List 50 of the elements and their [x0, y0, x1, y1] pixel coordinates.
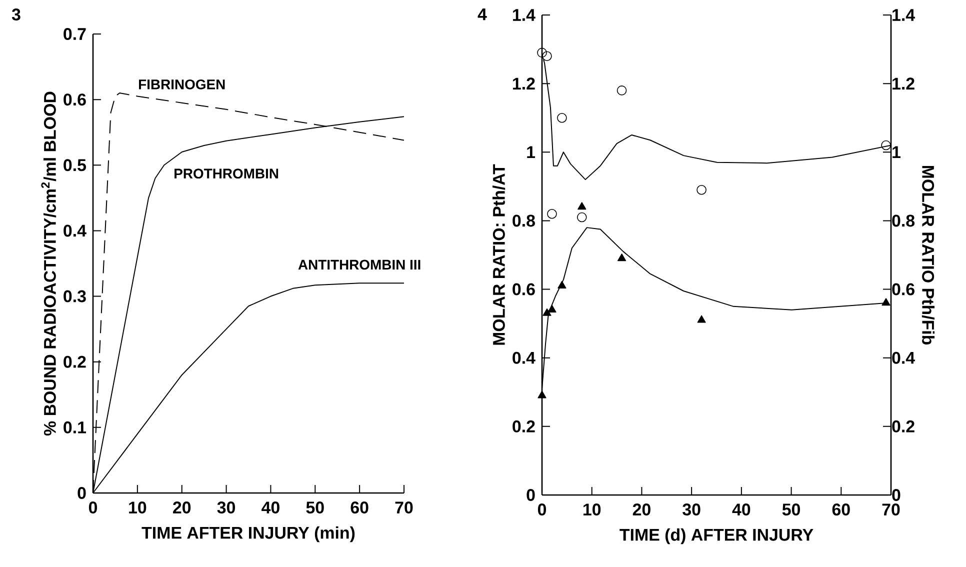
y2-tick-label: 0: [892, 489, 900, 501]
series-label: ANTITHROMBIN III: [298, 260, 420, 270]
y-tick-label: 0.4: [64, 224, 86, 237]
y-tick-label: 0.6: [64, 94, 86, 106]
y-axis-title: MOLAR RATIO: Pth/AT: [492, 164, 506, 345]
series-label: PROTHROMBIN: [174, 168, 278, 179]
y2-tick-label: 0.4: [892, 352, 915, 364]
y2-tick-label: 1.4: [892, 9, 915, 21]
y-tick-label: 0: [78, 487, 86, 499]
x-tick-label: 50: [306, 502, 324, 514]
x-tick-label: 40: [262, 502, 280, 514]
y-tick-label: 0.5: [64, 159, 86, 172]
x-tick-label: 40: [732, 504, 750, 516]
y-tick-label: 0.2: [512, 420, 535, 432]
x-tick-label: 0: [538, 504, 546, 516]
x-tick-label: 60: [832, 504, 850, 516]
y2-axis-title: MOLAR RATIO Pth/Fib: [922, 166, 935, 344]
x-tick-label: 20: [632, 504, 650, 516]
y-tick-label: 0.2: [64, 356, 86, 368]
x-tick-label: 20: [173, 502, 191, 514]
y2-tick-label: 0.2: [892, 420, 914, 432]
y-tick-label: 1.2: [513, 78, 535, 90]
y-tick-label: 0.4: [512, 352, 536, 364]
y-tick-label: 0.3: [64, 290, 86, 302]
y-tick-label: 1.4: [513, 9, 536, 21]
y-tick-label: 0.6: [512, 283, 535, 296]
x-tick-label: 10: [584, 504, 601, 516]
x-axis-title: TIME (d) AFTER INJURY: [620, 528, 814, 544]
x-tick-label: 50: [782, 504, 800, 516]
x-tick-label: 30: [682, 504, 700, 516]
y2-tick-label: 1: [892, 146, 900, 158]
y2-tick-label: 0.8: [892, 214, 915, 227]
x-tick-label: 70: [882, 504, 900, 516]
x-tick-label: 0: [88, 502, 98, 514]
x-axis-title: TIME AFTER INJURY (min): [142, 526, 355, 542]
text: 4: [478, 8, 487, 20]
text: 3: [12, 8, 20, 21]
x-tick-label: 70: [395, 502, 413, 514]
series-label: FIBRINOGEN: [139, 79, 225, 90]
y2-tick-label: 0.6: [892, 283, 914, 296]
y-tick-label: 0: [526, 489, 535, 501]
x-tick-label: 60: [350, 502, 368, 514]
y-axis-title: % BOUND RADIOACTIVITY/cm$^{2}$/ml BLOOD: [41, 92, 56, 436]
y-tick-label: 0.1: [64, 421, 86, 434]
y-tick-label: 0.7: [64, 28, 86, 40]
y-tick-label: 0.8: [512, 214, 535, 227]
x-tick-label: 10: [129, 502, 146, 514]
y-tick-label: 1: [527, 146, 536, 158]
y2-tick-label: 1.2: [892, 78, 914, 90]
x-tick-label: 30: [217, 502, 235, 514]
